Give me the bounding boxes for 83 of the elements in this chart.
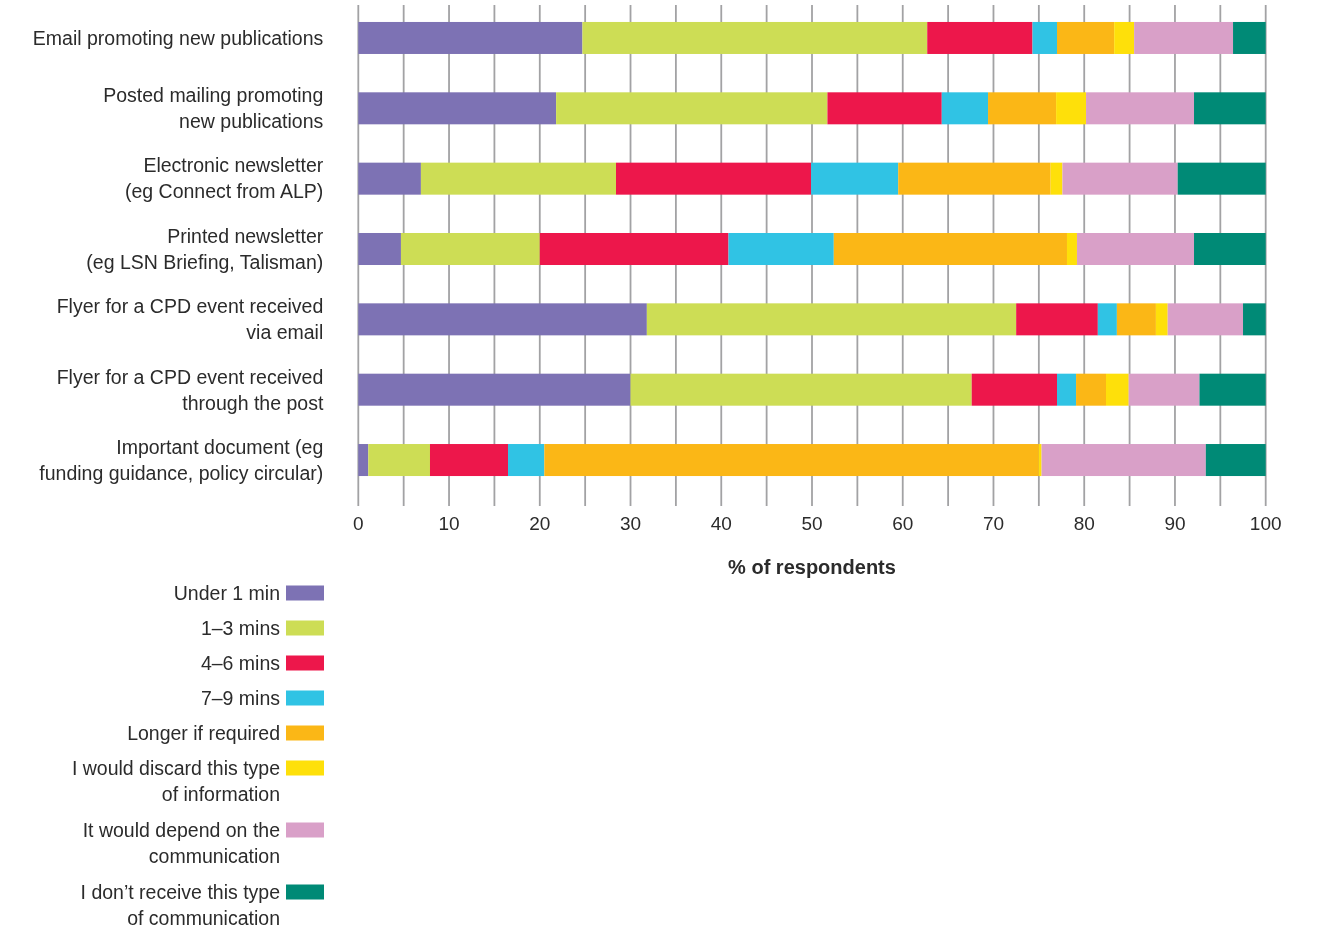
bar	[1076, 373, 1106, 406]
bar	[1167, 303, 1244, 336]
bar	[1032, 21, 1057, 54]
bar	[1243, 303, 1266, 336]
bar	[429, 444, 509, 477]
y-tick-label: Flyer for a CPD event received through the post	[56, 365, 324, 414]
x-tick-label: 20	[529, 512, 551, 534]
bar	[646, 303, 1017, 336]
x-tick-label: 80	[1073, 512, 1095, 534]
legend-label: I don’t receive this type of communication	[80, 880, 280, 929]
legend-label: 7–9 mins	[200, 686, 281, 709]
y-tick-label: Printed newsletter (eg LSN Briefing, Talisman)	[86, 224, 324, 273]
legend-label: It would depend on the communication	[82, 818, 280, 867]
bar	[368, 444, 430, 477]
bar	[927, 21, 1033, 54]
bar	[358, 303, 647, 336]
bar	[941, 92, 989, 125]
bar	[1116, 303, 1156, 336]
bar	[358, 444, 369, 477]
bar	[1066, 233, 1077, 265]
bar	[1106, 373, 1129, 406]
bar	[971, 373, 1057, 406]
bar	[539, 233, 729, 265]
bar	[728, 233, 834, 265]
y-tick-label: Posted mailing promoting new publications	[103, 84, 324, 133]
bar	[1194, 92, 1266, 125]
bar	[616, 162, 812, 195]
bar	[358, 21, 583, 54]
bar	[358, 162, 421, 195]
bar	[833, 233, 1067, 265]
bar	[544, 444, 1039, 477]
x-tick-label: 100	[1249, 512, 1282, 534]
bar	[400, 233, 540, 265]
legend-label: 1–3 mins	[200, 616, 281, 639]
bar	[420, 162, 616, 195]
bar	[827, 92, 942, 125]
bar	[1076, 233, 1195, 265]
bar	[988, 92, 1057, 125]
bar	[1086, 92, 1195, 125]
x-tick-label: 30	[619, 512, 642, 534]
x-tick-label: 10	[438, 512, 460, 534]
x-tick-label: 70	[982, 512, 1005, 534]
bar	[1056, 92, 1087, 125]
bar	[1177, 162, 1266, 195]
x-tick-label: 40	[710, 512, 732, 534]
legend-label: Longer if required	[127, 721, 280, 744]
bar	[358, 92, 557, 125]
y-tick-label: Email promoting new publications	[32, 26, 324, 49]
x-tick-label: 60	[892, 512, 914, 534]
x-tick-label: 90	[1164, 512, 1186, 534]
bar	[1128, 373, 1200, 406]
bar	[1114, 21, 1135, 54]
bar	[630, 373, 972, 406]
bar	[1050, 162, 1063, 195]
bar	[898, 162, 1051, 195]
bar	[582, 21, 928, 54]
legend-label: 4–6 mins	[200, 651, 281, 674]
bar	[1016, 303, 1098, 336]
y-tick-label: Electronic newsletter (eg Connect from ALP)	[124, 154, 324, 203]
bar	[556, 92, 828, 125]
bar	[1057, 21, 1115, 54]
bar	[358, 373, 631, 406]
x-axis-title: % of respondents	[728, 556, 896, 578]
bar	[1057, 373, 1077, 406]
bar	[1155, 303, 1168, 336]
bar	[1134, 21, 1234, 54]
bar	[1194, 233, 1266, 265]
bar	[1233, 21, 1266, 54]
y-tick-label: Important document (eg funding guidance, policy circular)	[39, 435, 324, 484]
x-tick-label: 0	[353, 512, 364, 534]
bar	[358, 233, 401, 265]
bar	[508, 444, 545, 477]
bar	[1199, 373, 1266, 406]
x-tick-label: 50	[801, 512, 823, 534]
bar	[1038, 444, 1042, 477]
bar	[811, 162, 899, 195]
bar	[1041, 444, 1206, 477]
bar	[1205, 444, 1266, 477]
legend-label: I would discard this type of information	[71, 756, 280, 805]
legend-label: Under 1 min	[173, 581, 280, 604]
y-tick-label: Flyer for a CPD event received via email	[56, 295, 324, 344]
bar	[1062, 162, 1178, 195]
bar	[1097, 303, 1117, 336]
